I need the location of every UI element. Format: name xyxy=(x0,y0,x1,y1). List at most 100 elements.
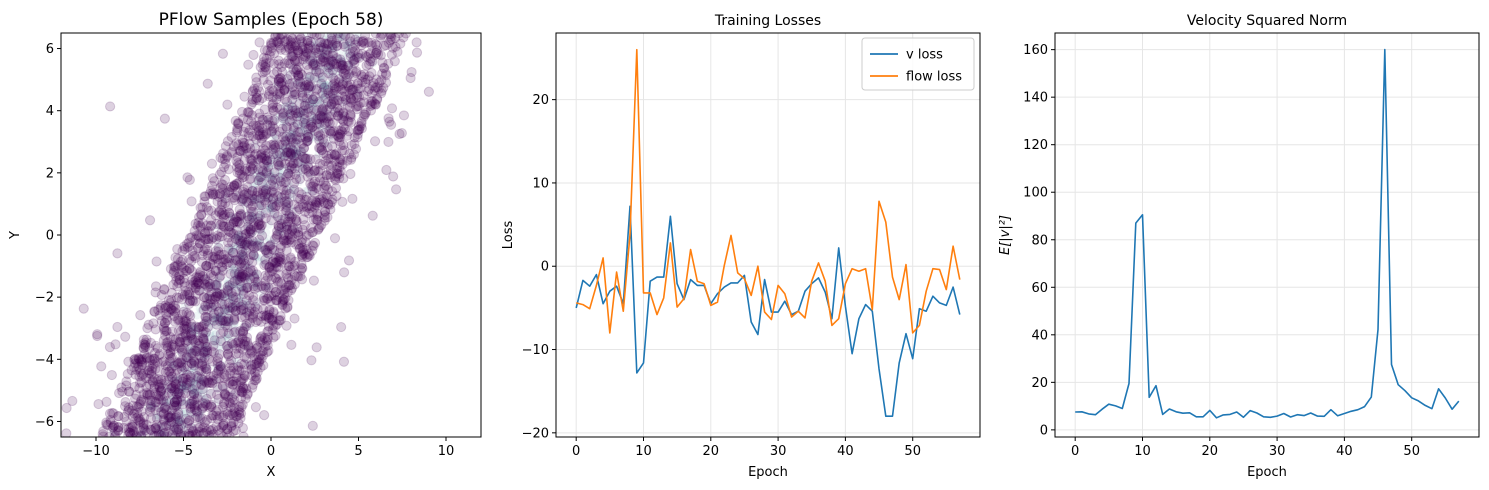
scatter-point-core xyxy=(251,302,260,311)
scatter-point-core xyxy=(335,36,344,45)
scatter-point xyxy=(227,278,238,289)
scatter-point-core xyxy=(304,128,313,137)
scatter-point-core xyxy=(324,33,333,41)
scatter-point-core xyxy=(290,105,299,114)
scatter-point-core xyxy=(312,63,321,72)
scatter-point-core xyxy=(189,321,198,330)
scatter-point-core xyxy=(289,90,298,99)
scatter-point-core xyxy=(269,211,278,220)
scatter-point-core xyxy=(252,168,261,177)
scatter-point-core xyxy=(209,338,218,347)
scatter-point-core xyxy=(321,84,330,93)
scatter-point-core xyxy=(229,265,238,274)
scatter-point-core xyxy=(190,388,199,397)
scatter-point-core xyxy=(174,389,183,398)
scatter-point-core xyxy=(228,390,237,399)
scatter-point xyxy=(276,222,287,233)
scatter-point-core xyxy=(240,147,249,156)
scatter-point-core xyxy=(210,315,219,324)
scatter-point-core xyxy=(316,62,325,71)
scatter-point-core xyxy=(232,357,241,366)
scatter-point-core xyxy=(301,47,310,56)
scatter-point-core xyxy=(222,314,231,323)
scatter-point-core xyxy=(285,109,294,118)
scatter-point xyxy=(254,37,265,48)
scatter-point-core xyxy=(301,117,310,126)
scatter-point-core xyxy=(338,33,347,41)
scatter-point xyxy=(306,355,317,366)
scatter-point-core xyxy=(347,60,356,69)
scatter-point-core xyxy=(243,300,252,309)
scatter-point-core xyxy=(299,120,308,129)
scatter-point-core xyxy=(257,205,266,214)
scatter-point xyxy=(195,232,207,243)
scatter-point-core xyxy=(317,99,326,108)
scatter-point-core xyxy=(272,174,281,183)
scatter-point-core xyxy=(238,252,247,261)
scatter-point-core xyxy=(223,322,232,331)
scatter-point-core xyxy=(205,388,214,397)
scatter-point-core xyxy=(281,117,290,126)
x-tick-label: 40 xyxy=(1336,444,1353,459)
scatter-point-core xyxy=(212,329,221,338)
scatter-point-core xyxy=(177,383,186,392)
scatter-point xyxy=(302,160,314,171)
scatter-point-core xyxy=(240,243,249,252)
scatter-point-core xyxy=(230,281,239,290)
scatter-point xyxy=(151,424,162,435)
scatter-point-core xyxy=(238,298,247,307)
scatter-point-core xyxy=(236,255,245,264)
scatter-point-core xyxy=(198,356,207,365)
scatter-point-core xyxy=(278,177,287,186)
scatter-point xyxy=(295,146,306,157)
scatter-point xyxy=(262,112,273,123)
scatter-point-core xyxy=(317,71,326,80)
scatter-point-core xyxy=(318,49,327,58)
scatter-point xyxy=(186,232,197,243)
x-tick-label: 0 xyxy=(1071,444,1079,459)
legend: v loss flow loss xyxy=(861,37,975,91)
scatter-point xyxy=(259,45,270,56)
scatter-point xyxy=(165,263,177,274)
x-tick-label: 20 xyxy=(1202,444,1219,459)
scatter-point xyxy=(380,68,391,79)
scatter-point-core xyxy=(297,147,306,156)
x-axis-label: X xyxy=(267,465,276,480)
scatter-point-core xyxy=(201,365,210,374)
scatter-point-core xyxy=(187,356,196,365)
scatter-point xyxy=(221,151,233,163)
scatter-point-core xyxy=(265,199,274,208)
scatter-point-core xyxy=(242,342,251,351)
scatter-point-core xyxy=(172,396,181,405)
scatter-point-core xyxy=(255,237,264,246)
scatter-point-core xyxy=(234,283,243,292)
scatter-point-core xyxy=(253,177,262,186)
scatter-point-core xyxy=(214,285,223,294)
scatter-point-core xyxy=(293,137,302,146)
scatter-point xyxy=(251,72,262,83)
scatter-point-core xyxy=(354,89,363,98)
scatter-point-core xyxy=(231,357,240,366)
scatter-point-core xyxy=(305,71,314,80)
scatter-point-core xyxy=(328,40,337,49)
scatter-point-core xyxy=(232,233,241,242)
scatter-point xyxy=(181,377,193,389)
scatter-point-core xyxy=(295,158,304,167)
scatter-point xyxy=(212,230,223,241)
scatter-point-core xyxy=(285,168,294,177)
scatter-point-core xyxy=(236,216,245,225)
scatter-point-core xyxy=(211,376,220,385)
scatter-point-core xyxy=(195,376,204,385)
scatter-point-core xyxy=(199,385,208,394)
scatter-point-core xyxy=(266,205,275,214)
y-tick-label: 6 xyxy=(46,42,54,57)
scatter-point-core xyxy=(336,33,345,42)
scatter-point-core xyxy=(300,130,309,139)
scatter-point-core xyxy=(236,274,245,283)
scatter-point-core xyxy=(304,157,313,166)
scatter-point xyxy=(210,189,221,200)
scatter-point-core xyxy=(274,117,283,126)
scatter-point xyxy=(293,202,304,213)
scatter-point-core xyxy=(200,395,209,404)
scatter-point-core xyxy=(230,319,239,328)
